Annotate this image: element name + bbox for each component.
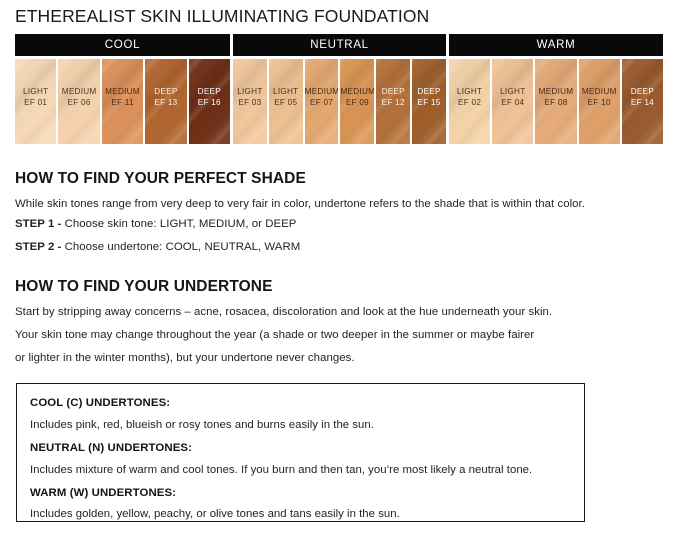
swatch-tone: MEDIUM — [61, 87, 97, 96]
find-undertone-line-1: Start by stripping away concerns – acne,… — [15, 306, 553, 318]
swatch-ef12[interactable]: DEEP EF 12 — [376, 59, 411, 144]
swatch-code: EF 10 — [587, 97, 611, 107]
swatch-tone: LIGHT — [273, 87, 299, 96]
swatch-ef09[interactable]: MEDIUM EF 09 — [340, 59, 375, 144]
swatch-code: EF 05 — [274, 97, 298, 107]
swatch-tone: DEEP — [154, 87, 178, 96]
undertone-group-neutral: NEUTRAL LIGHT EF 03 LIGHT EF 05 M — [233, 34, 446, 144]
neutral-undertone-description: Includes mixture of warm and cool tones.… — [30, 464, 533, 476]
find-undertone-line-2: Your skin tone may change throughout the… — [15, 329, 535, 341]
warm-undertone-description: Includes golden, yellow, peachy, or oliv… — [30, 508, 400, 520]
swatch-ef16[interactable]: DEEP EF 16 — [188, 59, 231, 144]
swatch-ef10[interactable]: MEDIUM EF 10 — [578, 59, 620, 144]
swatch-row-neutral: LIGHT EF 03 LIGHT EF 05 MEDIUM EF 07 — [233, 59, 446, 144]
swatch-ef06[interactable]: MEDIUM EF 06 — [58, 59, 100, 144]
swatch-row-warm: LIGHT EF 02 LIGHT EF 04 MEDIUM EF 08 — [449, 59, 664, 144]
swatch-code: EF 02 — [458, 97, 482, 107]
swatch-code: EF 13 — [154, 97, 178, 107]
swatch-tone: LIGHT — [500, 87, 526, 96]
swatch-label-ef01: LIGHT EF 01 — [15, 87, 56, 108]
warm-undertone-term: WARM (W) UNDERTONES: — [30, 487, 177, 499]
swatch-tone: LIGHT — [456, 87, 483, 96]
find-undertone-heading: HOW TO FIND YOUR UNDERTONE — [15, 278, 273, 295]
perfect-shade-intro: While skin tones range from very deep to… — [15, 198, 585, 210]
swatch-label-ef06: MEDIUM EF 06 — [58, 87, 99, 108]
swatch-ef08[interactable]: MEDIUM EF 08 — [535, 59, 577, 144]
swatch-label-ef15: DEEP EF 15 — [412, 87, 446, 108]
cool-undertone-term: COOL (C) UNDERTONES: — [30, 397, 171, 409]
swatch-tone: DEEP — [630, 87, 655, 96]
step-1-line: STEP 1 - Choose skin tone: LIGHT, MEDIUM… — [15, 218, 296, 230]
swatch-code: EF 09 — [345, 97, 369, 107]
swatch-label-ef04: LIGHT EF 04 — [492, 87, 533, 108]
swatch-label-ef03: LIGHT EF 03 — [233, 87, 267, 108]
swatch-tone: MEDIUM — [340, 87, 375, 96]
step-2-line: STEP 2 - Choose undertone: COOL, NEUTRAL… — [15, 241, 300, 253]
swatch-ef07[interactable]: MEDIUM EF 07 — [304, 59, 339, 144]
swatch-code: EF 12 — [381, 97, 405, 107]
swatch-label-ef08: MEDIUM EF 08 — [535, 87, 576, 108]
swatch-ef15[interactable]: DEEP EF 15 — [412, 59, 446, 144]
swatch-tone: LIGHT — [23, 87, 49, 96]
swatch-label-ef02: LIGHT EF 02 — [449, 87, 490, 108]
swatch-tone: MEDIUM — [304, 87, 339, 96]
group-header-cool: COOL — [15, 34, 230, 56]
swatch-code: EF 08 — [544, 97, 568, 107]
swatch-ef13[interactable]: DEEP EF 13 — [145, 59, 187, 144]
swatch-label-ef09: MEDIUM EF 09 — [340, 87, 374, 108]
step-2-text: Choose undertone: COOL, NEUTRAL, WARM — [61, 241, 301, 253]
swatch-label-ef11: MEDIUM EF 11 — [102, 87, 143, 108]
swatch-ef14[interactable]: DEEP EF 14 — [621, 59, 664, 144]
undertone-group-cool: COOL LIGHT EF 01 MEDIUM EF 06 MED — [15, 34, 231, 144]
swatch-code: EF 03 — [238, 97, 262, 107]
swatch-tone: DEEP — [417, 87, 441, 96]
swatch-label-ef12: DEEP EF 12 — [376, 87, 410, 108]
swatch-label-ef05: LIGHT EF 05 — [269, 87, 303, 108]
page-title: ETHEREALIST SKIN ILLUMINATING FOUNDATION — [15, 6, 430, 26]
swatch-tone: MEDIUM — [581, 87, 617, 96]
neutral-undertone-term: NEUTRAL (N) UNDERTONES: — [30, 442, 192, 454]
swatch-tone: MEDIUM — [538, 87, 574, 96]
swatch-ef02[interactable]: LIGHT EF 02 — [449, 59, 491, 144]
swatch-code: EF 01 — [24, 97, 48, 107]
swatch-ef01[interactable]: LIGHT EF 01 — [15, 59, 57, 144]
step-2-label: STEP 2 - — [15, 241, 62, 253]
swatch-code: EF 07 — [310, 97, 334, 107]
find-undertone-line-3: or lighter in the winter months), but yo… — [15, 352, 355, 364]
swatch-code: EF 14 — [630, 97, 654, 107]
swatch-code: EF 04 — [501, 97, 525, 107]
swatch-tone: MEDIUM — [105, 87, 140, 96]
swatch-code: EF 11 — [111, 97, 134, 107]
step-1-text: Choose skin tone: LIGHT, MEDIUM, or DEEP — [61, 218, 297, 230]
swatch-label-ef10: MEDIUM EF 10 — [579, 87, 620, 108]
swatch-tone: DEEP — [197, 87, 221, 96]
swatch-ef04[interactable]: LIGHT EF 04 — [492, 59, 534, 144]
swatch-tone: DEEP — [381, 87, 405, 96]
shade-chart: COOL LIGHT EF 01 MEDIUM EF 06 MED — [15, 34, 664, 144]
swatch-code: EF 15 — [417, 97, 441, 107]
group-header-warm: WARM — [449, 34, 663, 56]
swatch-ef11[interactable]: MEDIUM EF 11 — [101, 59, 144, 144]
step-1-label: STEP 1 - — [15, 218, 62, 230]
swatch-ef05[interactable]: LIGHT EF 05 — [268, 59, 303, 144]
swatch-label-ef16: DEEP EF 16 — [189, 87, 230, 108]
undertone-group-warm: WARM LIGHT EF 02 LIGHT EF 04 MEDI — [449, 34, 664, 144]
swatch-row-cool: LIGHT EF 01 MEDIUM EF 06 MEDIUM EF 11 — [15, 59, 231, 144]
cool-undertone-description: Includes pink, red, blueish or rosy tone… — [30, 419, 374, 431]
swatch-code: EF 06 — [67, 97, 91, 107]
swatch-label-ef07: MEDIUM EF 07 — [305, 87, 339, 108]
swatch-label-ef14: DEEP EF 14 — [622, 87, 663, 108]
swatch-ef03[interactable]: LIGHT EF 03 — [233, 59, 267, 144]
perfect-shade-heading: HOW TO FIND YOUR PERFECT SHADE — [15, 170, 306, 187]
undertone-definitions-box: COOL (C) UNDERTONES: Includes pink, red,… — [16, 383, 585, 522]
swatch-label-ef13: DEEP EF 13 — [145, 87, 186, 108]
group-header-neutral: NEUTRAL — [233, 34, 446, 56]
swatch-code: EF 16 — [197, 97, 221, 107]
swatch-tone: LIGHT — [237, 87, 263, 96]
